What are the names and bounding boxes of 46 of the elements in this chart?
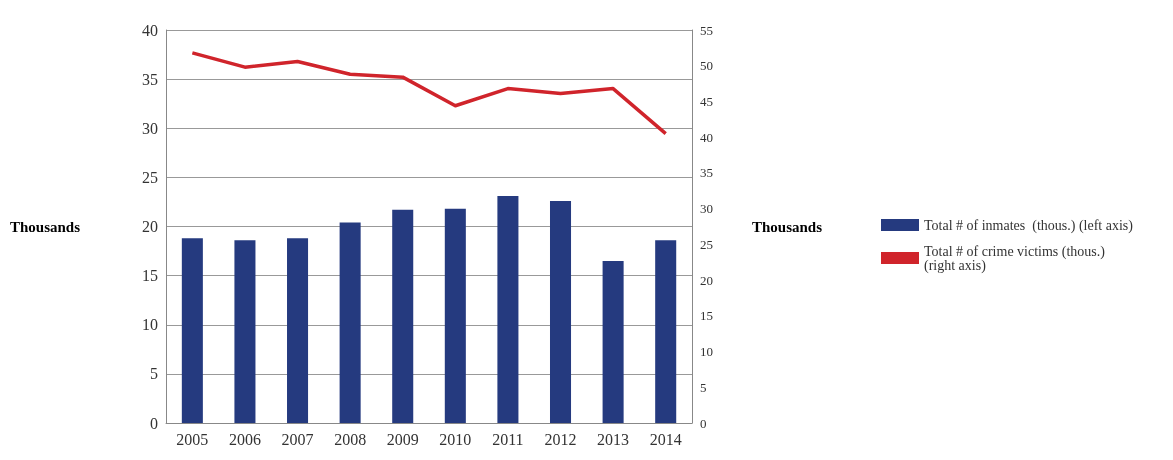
- y2-tick-label: 40: [700, 129, 713, 145]
- y-tick-label: 15: [142, 267, 159, 285]
- x-tick-label: 2007: [281, 430, 314, 448]
- bar: [444, 208, 466, 423]
- legend-label: Total # of crime victims (thous.) (right axis): [924, 243, 1109, 274]
- y-tick-label: 10: [142, 316, 159, 334]
- y-tick-label: 5: [150, 365, 159, 383]
- y-tick-label: 30: [142, 119, 159, 137]
- line-series: [190, 51, 668, 136]
- y2-tick-label: 15: [700, 308, 713, 324]
- x-tick-label: 2005: [176, 430, 209, 448]
- y2-tick-label: 55: [700, 22, 713, 38]
- x-tick-label: 2013: [597, 430, 630, 448]
- y2-tick-label: 25: [700, 236, 713, 252]
- y-tick-label: 0: [150, 414, 159, 432]
- bar: [655, 240, 677, 423]
- y2-tick-label: 20: [700, 272, 713, 288]
- bar: [339, 222, 361, 423]
- bar: [549, 200, 572, 423]
- x-tick-label: 2006: [228, 430, 261, 448]
- x-tick-label: 2011: [492, 430, 524, 448]
- y-axis-title: Thousands: [9, 218, 81, 235]
- bar: [234, 240, 256, 423]
- bar: [392, 209, 414, 423]
- x-tick-label: 2008: [334, 430, 367, 448]
- y2-tick-label: 10: [700, 344, 713, 360]
- y2-tick-label: 5: [700, 379, 707, 395]
- x-tick-label: 2012: [544, 430, 577, 448]
- bar: [497, 196, 519, 423]
- bar: [602, 260, 624, 423]
- y-tick-label: 40: [142, 21, 159, 39]
- y2-tick-label: 45: [700, 93, 713, 109]
- bar: [287, 238, 309, 423]
- y-tick-label: 25: [142, 168, 159, 186]
- bar: [181, 238, 203, 423]
- y-tick-label: 20: [142, 218, 159, 235]
- x-tick-label: 2009: [386, 430, 419, 448]
- legend-label: Total # of inmates (thous.) (left axis): [924, 217, 1134, 234]
- y2-tick-label: 30: [700, 201, 713, 217]
- y2-tick-label: 0: [700, 415, 707, 431]
- x-tick-label: 2010: [439, 430, 472, 448]
- y2-tick-label: 35: [700, 165, 713, 181]
- x-tick-label: 2014: [649, 430, 682, 448]
- y2-axis-title: Thousands: [752, 218, 823, 235]
- y2-tick-label: 50: [700, 58, 713, 74]
- y-tick-label: 35: [142, 70, 159, 88]
